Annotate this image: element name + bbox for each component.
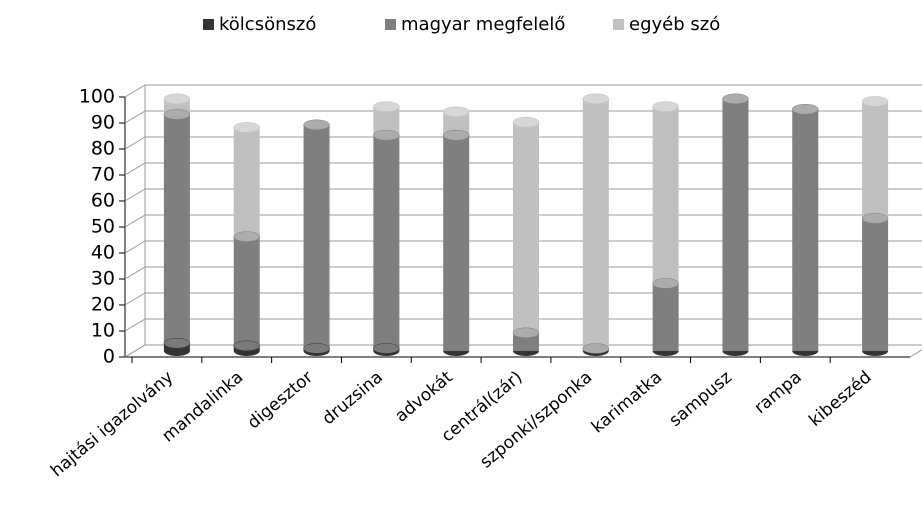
bar-cap: [233, 340, 260, 352]
bar-cap: [652, 101, 679, 112]
bar-cap: [582, 93, 610, 105]
bar-cap: [373, 129, 400, 141]
cylinder: [233, 122, 260, 356]
x-tick-label: karimatka: [588, 367, 666, 437]
x-tick-label: hajtási igazolvány: [47, 367, 177, 481]
bar-cap: [722, 93, 749, 105]
bar-segment: [303, 124, 330, 349]
bar-cap: [373, 343, 400, 354]
bar-segment: [652, 106, 679, 284]
bar-segment: [233, 127, 260, 237]
bar-cap: [373, 101, 400, 112]
x-tick-label: digesztor: [244, 367, 317, 433]
bar-segment: [163, 114, 190, 344]
bar-cap: [233, 231, 260, 242]
bar-base: [163, 346, 190, 356]
y-tick-label: 50: [91, 216, 115, 238]
bar-segment: [513, 122, 539, 333]
bar-cap: [442, 129, 470, 141]
bar-cap: [442, 106, 470, 118]
bar-cap: [303, 343, 330, 354]
y-tick-label: 80: [91, 138, 115, 160]
cylinder: [442, 106, 470, 356]
bar-cap: [163, 109, 191, 120]
y-tick-label: 60: [91, 190, 115, 212]
bar-segment: [582, 98, 609, 349]
x-tick-label: kibeszéd: [805, 367, 875, 430]
bar-cap: [233, 122, 260, 133]
legend-label: magyar megfelelő: [401, 14, 565, 35]
cylinder: [373, 101, 400, 356]
legend-swatch: [385, 19, 396, 30]
cylinder: [722, 93, 749, 356]
bar-segment: [373, 135, 400, 349]
x-tick-label: rampa: [751, 367, 806, 418]
bar-segment: [862, 101, 889, 219]
legend-label: kölcsönszó: [219, 14, 316, 35]
y-tick-label: 20: [91, 294, 115, 316]
bar-cap: [303, 119, 330, 131]
bar-segment: [443, 135, 470, 351]
legend-label: egyéb szó: [629, 14, 720, 35]
x-tick-label: advokát: [391, 367, 456, 426]
y-tick-label: 70: [91, 164, 115, 186]
bar-segment: [443, 111, 470, 136]
bar-cap: [582, 343, 610, 354]
bar-segment: [862, 218, 889, 351]
y-tick-label: 40: [91, 242, 115, 264]
legend-swatch: [613, 19, 624, 30]
x-tick-label: druzsina: [319, 367, 387, 429]
y-tick-label: 0: [103, 346, 115, 368]
cylinder: [163, 93, 191, 356]
bar-cap: [861, 213, 889, 224]
bar-segment: [652, 283, 679, 351]
cylinder: [303, 119, 330, 356]
bar-cap: [163, 337, 191, 349]
bar-segment: [792, 109, 819, 351]
bar-cap: [861, 96, 889, 107]
bar-cap: [792, 103, 819, 115]
bar-cap: [512, 327, 540, 339]
y-tick-label: 10: [91, 320, 115, 342]
grid-line: [124, 84, 922, 98]
bar-cap: [512, 116, 540, 128]
bar-segment: [233, 236, 260, 346]
y-tick-label: 30: [91, 268, 115, 290]
bar-cap: [652, 278, 679, 289]
bar-cap: [163, 93, 191, 105]
x-tick-label: sampusz: [665, 367, 736, 431]
y-tick-label: 100: [79, 86, 115, 108]
legend-swatch: [203, 19, 214, 30]
cylinder: [652, 101, 679, 356]
cylinder: [582, 93, 610, 356]
y-tick-label: 90: [91, 112, 115, 134]
cylinder: [792, 103, 819, 356]
cylinder: [512, 116, 540, 356]
bar-segment: [722, 98, 749, 351]
cylinder: [861, 96, 889, 356]
